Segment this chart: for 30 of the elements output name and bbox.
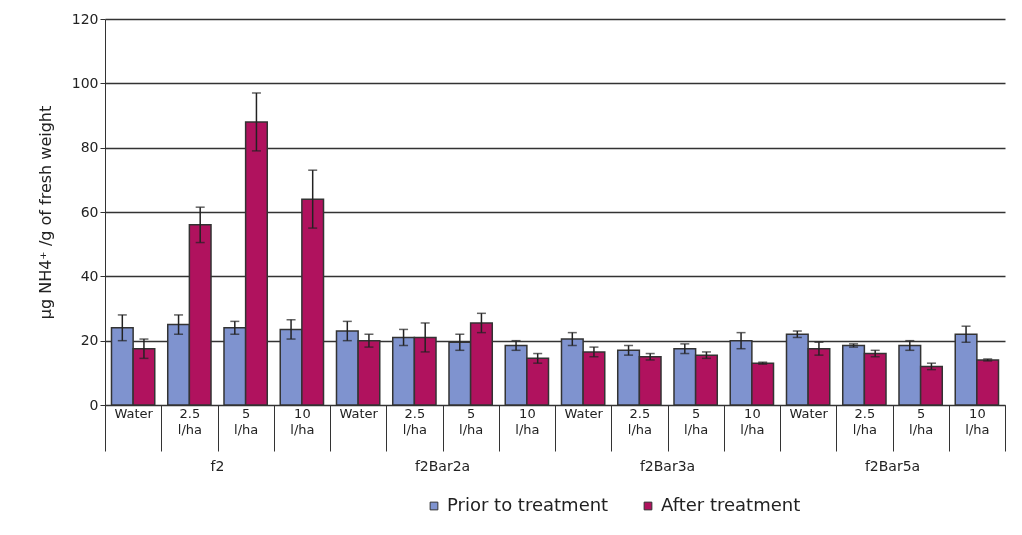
- x-tick-label: Water: [564, 405, 604, 421]
- x-tick-label: 2.5 l/ha: [627, 405, 652, 437]
- x-tick-label: 10 l/ha: [740, 405, 765, 437]
- y-axis-title: μg NH4⁺ /g of fresh weight: [35, 105, 55, 320]
- x-tick-label: 5 l/ha: [684, 405, 709, 437]
- text: f2Bar3a: [639, 458, 696, 474]
- x-tick-label: 5 l/ha: [909, 405, 934, 437]
- y-tick-label: 0: [89, 396, 99, 413]
- y-tick-label: 80: [80, 139, 99, 156]
- x-tick-label: 5 l/ha: [234, 405, 259, 437]
- x-tick-label: 10 l/ha: [290, 405, 315, 437]
- x-tick-label: Water: [114, 405, 154, 421]
- x-tick-label: Water: [789, 405, 829, 421]
- x-tick-label: 2.5 l/ha: [852, 405, 877, 437]
- text: f2Bar5a: [864, 458, 921, 474]
- x-tick-label: 2.5 l/ha: [177, 405, 202, 437]
- text: f2: [210, 458, 225, 474]
- y-tick-label: 60: [80, 203, 99, 220]
- y-tick-label: 20: [80, 332, 99, 349]
- text: f2Bar2a: [414, 458, 471, 474]
- y-tick-label: 40: [80, 267, 99, 284]
- y-tick-label: 120: [71, 10, 99, 27]
- legend-label: After treatment: [661, 494, 801, 515]
- x-tick-label: 10 l/ha: [965, 405, 990, 437]
- legend-label: Prior to treatment: [447, 494, 609, 515]
- x-tick-label: Water: [339, 405, 379, 421]
- x-tick-label: 2.5 l/ha: [402, 405, 427, 437]
- y-tick-label: 100: [71, 74, 99, 91]
- x-tick-label: 10 l/ha: [515, 405, 540, 437]
- x-tick-label: 5 l/ha: [459, 405, 484, 437]
